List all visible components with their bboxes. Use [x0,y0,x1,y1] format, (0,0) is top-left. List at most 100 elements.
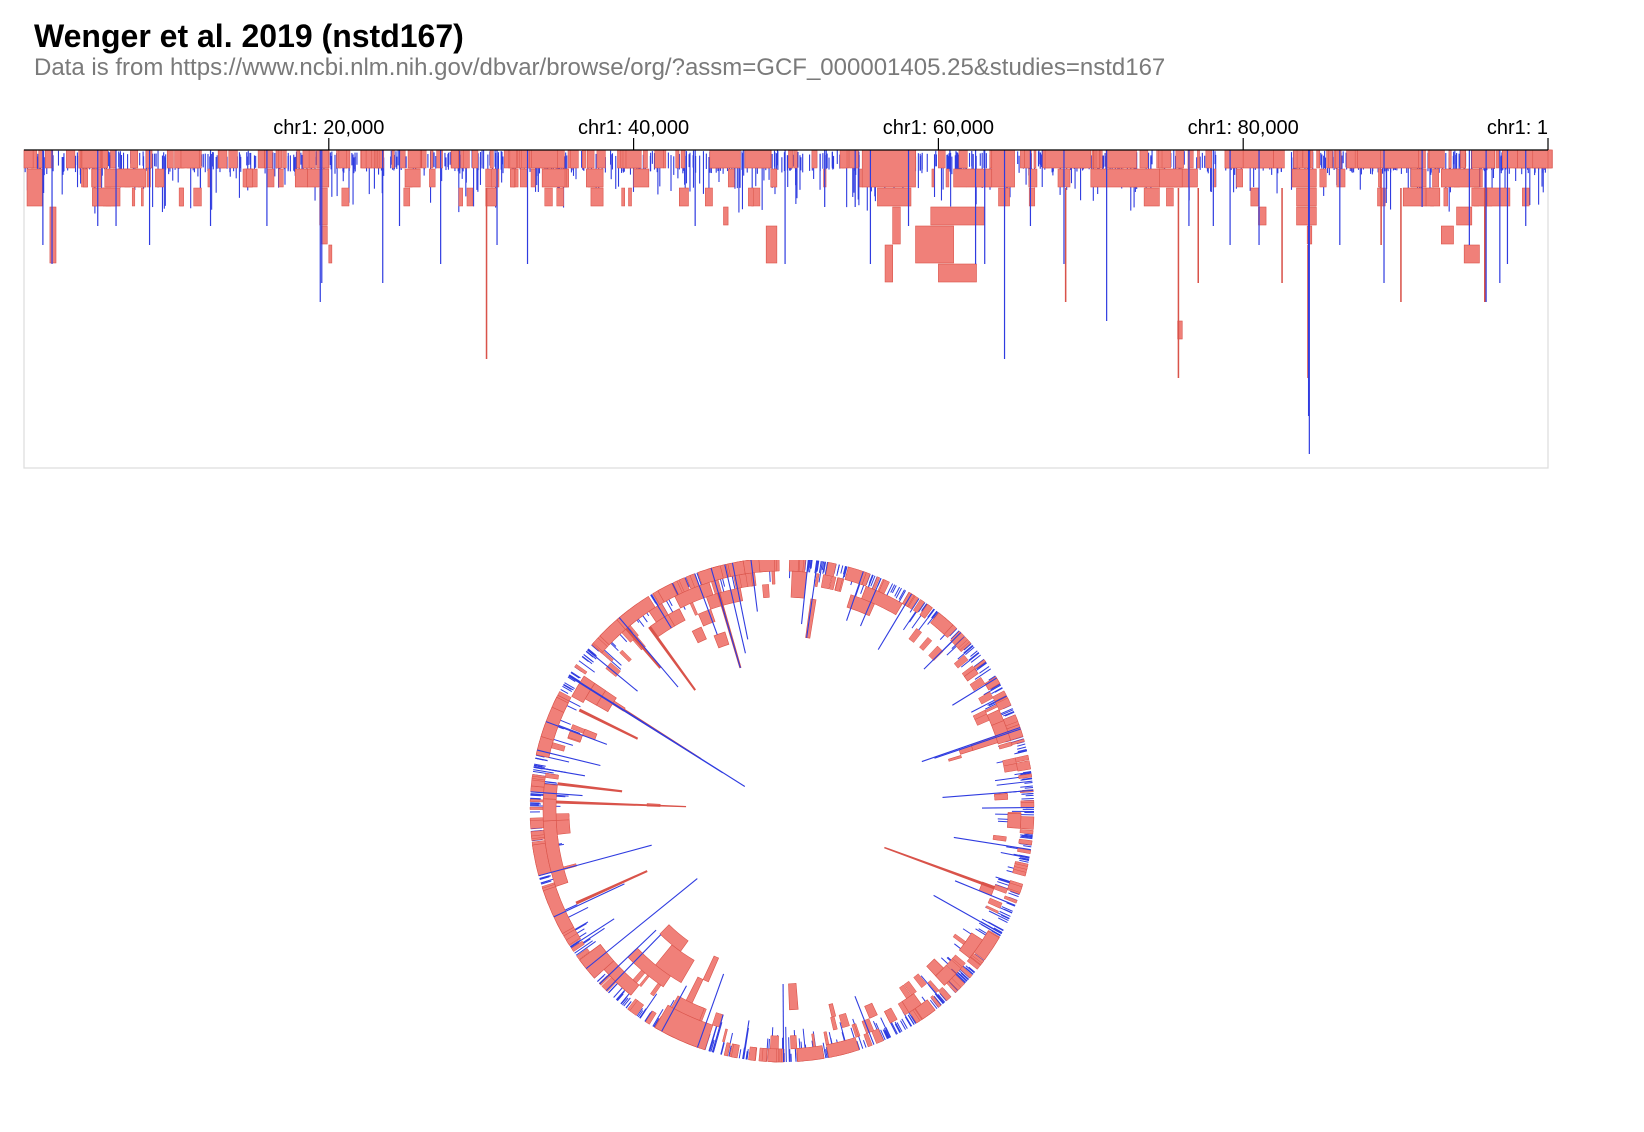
insertion-mark [353,157,355,174]
deletion-block [765,225,778,264]
insertion-mark [957,152,959,172]
insertion-mark [570,671,581,679]
deletion-mark [1028,168,1038,188]
x-tick-label: chr1: 60,000 [883,117,994,139]
insertion-mark [155,153,157,167]
deletion-block [404,168,421,188]
insertion-mark [617,156,620,187]
deletion-mark [130,149,138,169]
linear-track: chr1: 20,000 chr1: 40,000 chr1: 60,000 chr1… [23,117,1553,469]
insertion-mark [940,157,943,201]
deletion-block [679,187,689,207]
insertion-mark [979,666,990,674]
chart-subtitle: Data is from https://www.ncbi.nlm.nih.go… [34,54,1166,81]
deletion-long-mark [1380,169,1382,245]
insertion-mark [1504,151,1506,204]
deletion-mark [519,168,528,188]
insertion-mark [293,154,295,171]
insertion-mark [843,566,848,578]
insertion-mark [567,676,576,682]
insertion-mark [336,152,338,197]
deletion-block [92,187,121,207]
insertion-mark [122,152,125,172]
insertion-mark [836,564,840,576]
deletion-mark [913,973,927,989]
insertion-mark [734,152,736,189]
insertion-long-mark [954,880,1016,906]
insertion-mark [1001,709,1014,716]
insertion-mark [836,150,838,164]
deletion-mark [1378,168,1381,188]
insertion-mark [615,989,625,1001]
deletion-mark [1020,149,1025,169]
insertion-mark [787,155,789,188]
insertion-mark [1020,834,1033,837]
insertion-mark [622,997,629,1006]
insertion-mark [240,156,242,172]
insertion-mark [906,1018,912,1027]
insertion-mark [689,152,691,192]
insertion-mark [653,1019,659,1028]
insertion-mark [1500,156,1502,174]
insertion-mark [293,157,296,172]
insertion-mark [1020,785,1033,788]
deletion-mark [338,149,347,169]
insertion-long-mark [650,594,672,629]
deletion-mark [830,1016,838,1031]
insertion-mark [891,585,897,594]
insertion-mark [331,151,333,197]
deletion-block [1291,168,1317,188]
insertion-mark [1214,151,1216,165]
insertion-mark [497,155,499,181]
insertion-mark [831,152,833,169]
insertion-mark [963,643,972,651]
insertion-mark [479,156,482,171]
deletion-mark [308,149,316,169]
insertion-mark [708,157,710,196]
deletion-block [788,983,799,1011]
deletion-block [1224,149,1244,169]
insertion-long-mark [742,1020,750,1060]
insertion-mark [773,150,776,167]
insertion-mark [738,1049,742,1059]
insertion-long-mark [921,726,1021,763]
insertion-mark [1389,155,1392,210]
insertion-long-mark [952,677,997,706]
insertion-mark [947,156,950,170]
insertion-mark [843,566,847,575]
linear-marks [23,149,1553,454]
insertion-mark [739,150,741,188]
deletion-mark [811,149,818,169]
deletion-block [633,168,650,188]
insertion-mark [43,157,45,176]
insertion-mark [818,560,822,574]
deletion-mark [91,168,102,188]
insertion-long-mark [696,973,725,1048]
insertion-mark [857,156,859,200]
deletion-mark [770,1035,779,1050]
deletion-block [958,932,983,959]
deletion-mark [1460,149,1466,169]
insertion-mark [152,153,154,208]
deletion-mark [345,149,351,169]
deletion-mark [1024,149,1031,169]
insertion-mark [1542,155,1544,193]
deletion-block [930,612,954,635]
insertion-long-mark [724,564,746,654]
insertion-mark [927,608,935,618]
insertion-mark [935,154,937,167]
insertion-mark [993,927,1003,933]
deletion-mark [730,1043,740,1059]
insertion-mark [755,152,757,187]
insertion-mark [976,662,987,671]
deletion-mark [296,149,301,169]
insertion-long-mark [907,150,910,226]
insertion-mark [101,151,103,200]
deletion-mark [178,187,184,207]
deletion-mark [654,149,664,169]
insertion-long-mark [1525,150,1527,226]
insertion-mark [1024,833,1033,836]
deletion-block [926,958,945,977]
insertion-mark [816,560,820,571]
insertion-mark [163,156,165,209]
